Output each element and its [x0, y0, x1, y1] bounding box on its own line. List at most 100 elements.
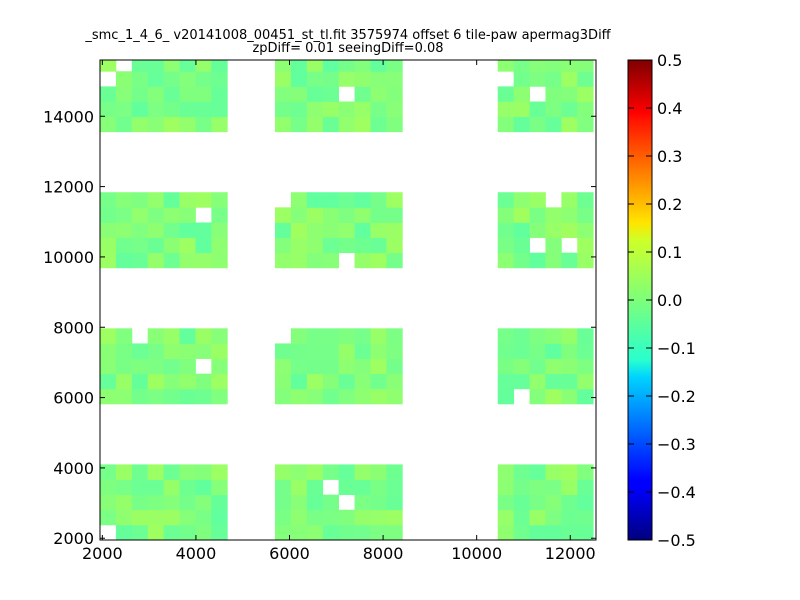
heatmap-cell	[322, 252, 340, 269]
heatmap-cell	[545, 116, 562, 133]
heatmap-cell	[290, 524, 308, 541]
heatmap-cell	[290, 192, 308, 208]
y-tick-label: 2000	[53, 529, 94, 548]
heatmap-cell	[131, 207, 149, 223]
heatmap-cell	[275, 101, 292, 118]
heatmap-cell	[163, 252, 180, 269]
heatmap-cell	[513, 60, 530, 72]
heatmap-cell	[131, 509, 149, 526]
heatmap-cell	[211, 222, 228, 238]
heatmap-cell	[290, 494, 308, 511]
heatmap-cell	[275, 358, 292, 375]
colorbar-tick-label: 0.4	[657, 99, 682, 118]
heatmap-cell	[561, 464, 578, 480]
heatmap-cell	[577, 222, 594, 238]
heatmap-cell	[561, 192, 578, 208]
heatmap-cell	[290, 71, 308, 87]
heatmap-cell	[354, 86, 371, 102]
heatmap-cell	[275, 373, 292, 390]
heatmap-cell	[322, 86, 340, 102]
heatmap-cell	[179, 464, 196, 480]
heatmap-cell	[497, 494, 515, 511]
heatmap-cell	[179, 388, 196, 405]
heatmap-cell	[577, 116, 594, 133]
heatmap-cell	[115, 252, 133, 269]
heatmap-cell	[354, 237, 371, 254]
heatmap-cell	[147, 101, 165, 118]
heatmap-cell	[497, 222, 515, 238]
heatmap-cell	[131, 524, 149, 541]
heatmap-cell	[211, 479, 228, 496]
heatmap-cell	[211, 192, 228, 208]
heatmap-cell	[115, 237, 133, 254]
heatmap-cell	[577, 86, 594, 102]
heatmap-cell	[100, 116, 117, 133]
heatmap-cell	[290, 222, 308, 238]
heatmap-cell	[497, 479, 515, 496]
heatmap-cell	[100, 192, 117, 208]
heatmap-cell	[163, 116, 180, 133]
heatmap-cell	[211, 116, 228, 133]
heatmap-cell	[100, 328, 117, 344]
heatmap-cell	[577, 358, 594, 375]
heatmap-cell	[306, 237, 324, 254]
heatmap-cell	[354, 388, 371, 405]
heatmap-cell	[275, 207, 292, 223]
heatmap-cell	[529, 509, 546, 526]
heatmap-cell	[386, 343, 403, 359]
x-tick-label: 2000	[82, 544, 123, 563]
heatmap-cell	[322, 388, 340, 405]
heatmap-cell	[513, 237, 530, 254]
y-tick-label: 12000	[43, 178, 94, 197]
heatmap-cell	[386, 524, 403, 541]
heatmap-cell	[545, 524, 562, 541]
heatmap-cell	[306, 71, 324, 87]
heatmap-cell	[354, 524, 371, 541]
heatmap-cell	[370, 60, 387, 72]
heatmap-cell	[338, 343, 355, 359]
heatmap-cell	[529, 192, 546, 208]
heatmap-cell	[513, 192, 530, 208]
x-tick-label: 12000	[545, 544, 596, 563]
heatmap-cell	[386, 101, 403, 118]
heatmap-cell	[497, 237, 515, 254]
heatmap-cell	[497, 192, 515, 208]
heatmap-cell	[322, 207, 340, 223]
heatmap-cell	[386, 192, 403, 208]
heatmap-cell	[275, 71, 292, 87]
heatmap-cell	[577, 252, 594, 269]
heatmap-cell	[513, 222, 530, 238]
heatmap-cell	[513, 373, 530, 390]
heatmap-cell	[147, 222, 165, 238]
colorbar-tick-label: 0.1	[657, 243, 682, 262]
heatmap-cell	[290, 86, 308, 102]
heatmap-cell	[497, 373, 515, 390]
heatmap-cell	[290, 464, 308, 480]
heatmap-cell	[386, 116, 403, 133]
heatmap-cell	[275, 116, 292, 133]
heatmap-cell	[497, 358, 515, 375]
heatmap-cell	[211, 509, 228, 526]
heatmap-cell	[386, 328, 403, 344]
y-tick-label: 14000	[43, 107, 94, 126]
heatmap-cell	[131, 237, 149, 254]
heatmap-cell	[497, 60, 515, 72]
heatmap-cell	[306, 464, 324, 480]
heatmap-cell	[386, 373, 403, 390]
heatmap-cell	[561, 373, 578, 390]
heatmap-cell	[545, 207, 562, 223]
heatmap-cell	[561, 71, 578, 87]
heatmap-cell	[179, 509, 196, 526]
heatmap-cell	[306, 388, 324, 405]
heatmap-cell	[290, 479, 308, 496]
heatmap-cell	[370, 388, 387, 405]
heatmap-cell	[290, 373, 308, 390]
heatmap-cell	[179, 86, 196, 102]
heatmap-cell	[115, 222, 133, 238]
heatmap-cell	[179, 524, 196, 541]
heatmap-cell	[338, 237, 355, 254]
heatmap-cell	[163, 222, 180, 238]
heatmap-cell	[211, 494, 228, 511]
heatmap-cell	[529, 358, 546, 375]
chart-subtitle: zpDiff= 0.01 seeingDiff=0.08	[252, 41, 443, 56]
